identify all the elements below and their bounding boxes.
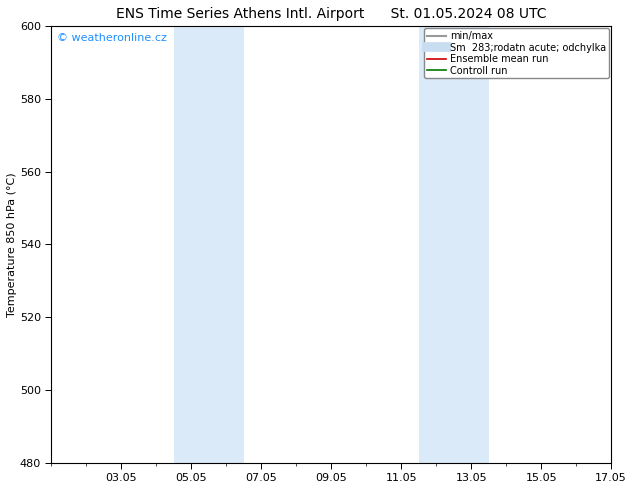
Text: © weatheronline.cz: © weatheronline.cz xyxy=(57,33,167,43)
Bar xyxy=(174,26,244,463)
Title: ENS Time Series Athens Intl. Airport      St. 01.05.2024 08 UTC: ENS Time Series Athens Intl. Airport St.… xyxy=(116,7,547,21)
Legend: min/max, Sm  283;rodatn acute; odchylka, Ensemble mean run, Controll run: min/max, Sm 283;rodatn acute; odchylka, … xyxy=(424,28,609,78)
Bar xyxy=(418,26,489,463)
Y-axis label: Temperature 850 hPa (°C): Temperature 850 hPa (°C) xyxy=(7,172,17,317)
